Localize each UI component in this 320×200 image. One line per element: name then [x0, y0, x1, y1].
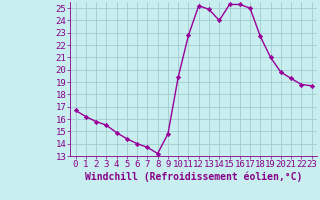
X-axis label: Windchill (Refroidissement éolien,°C): Windchill (Refroidissement éolien,°C) [85, 172, 302, 182]
